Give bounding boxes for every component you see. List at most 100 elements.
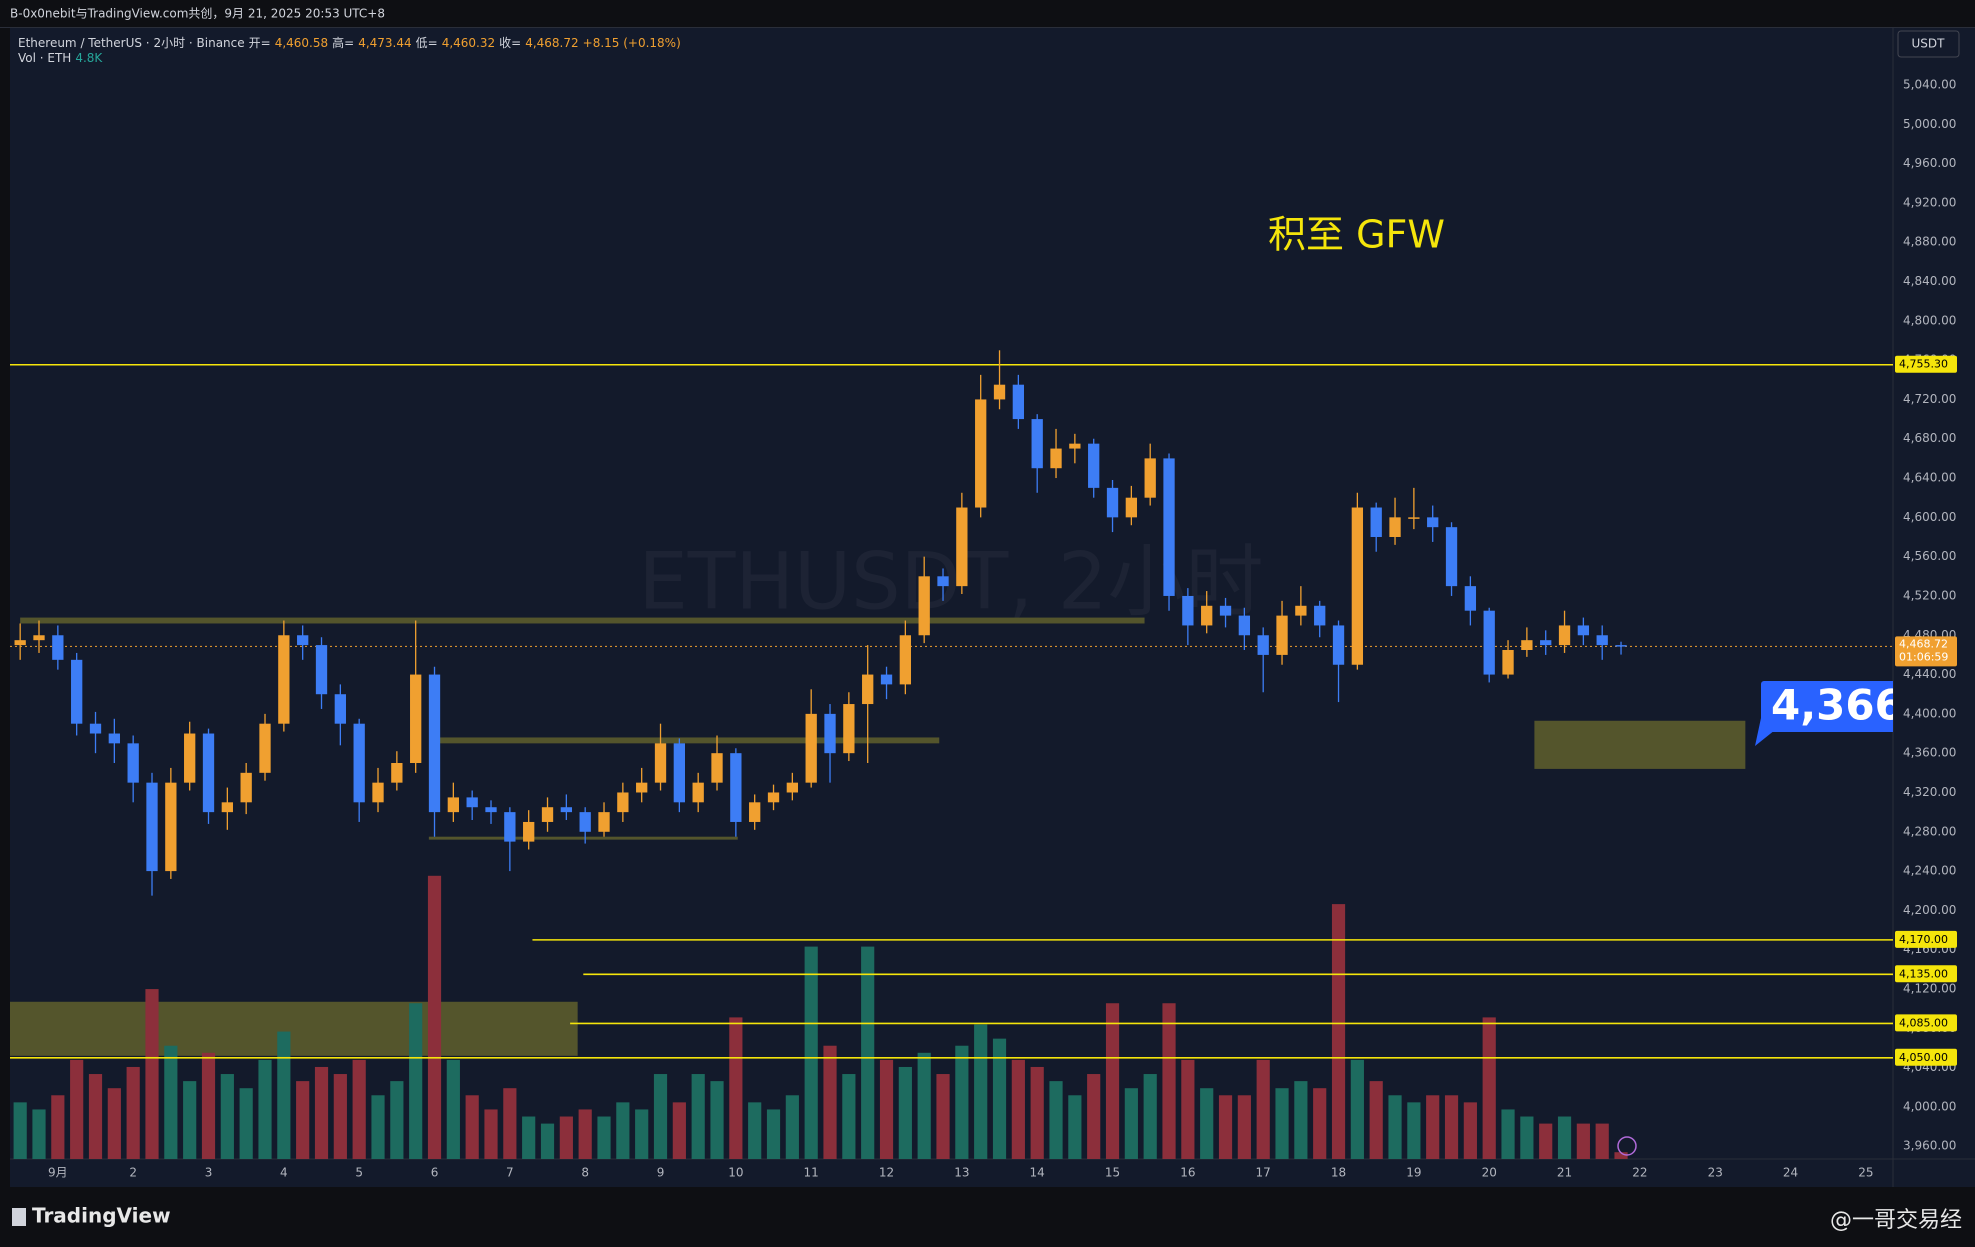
volume-bar	[465, 1095, 479, 1159]
volume-bar	[1200, 1088, 1214, 1159]
volume-bar	[842, 1074, 856, 1159]
volume-bar	[1143, 1074, 1157, 1159]
volume-header: Vol · ETH 4.8K	[18, 51, 102, 65]
candle-body	[1201, 605, 1213, 626]
candle-body	[391, 763, 403, 783]
volume-bar	[955, 1045, 969, 1159]
x-tick-label: 9	[657, 1166, 665, 1180]
candle-body	[1163, 458, 1175, 596]
x-tick-label: 14	[1030, 1166, 1045, 1180]
lightning-icon[interactable]	[1617, 1136, 1637, 1156]
candle-body	[1351, 507, 1364, 665]
volume-bar	[1218, 1095, 1233, 1159]
zone	[432, 737, 940, 744]
low-label: 低=	[415, 36, 438, 50]
volume-bar	[1162, 1003, 1176, 1159]
candle-body	[1182, 595, 1194, 626]
candle-body	[880, 674, 893, 685]
volume-bar	[1614, 1152, 1628, 1159]
x-tick-label: 6	[431, 1166, 439, 1180]
x-tick-label: 21	[1557, 1166, 1572, 1180]
footer: TradingView @一哥交易经	[12, 1204, 1962, 1233]
level-label: 4,170.00	[1899, 933, 1948, 946]
level-label: 4,085.00	[1899, 1016, 1948, 1029]
candle-body	[1012, 384, 1025, 420]
candle-body	[1558, 625, 1571, 646]
x-tick-label: 16	[1180, 1166, 1195, 1180]
x-tick-label: 20	[1482, 1166, 1497, 1180]
volume-bar	[1049, 1081, 1063, 1159]
volume-bar	[1350, 1059, 1364, 1159]
x-tick-label: 9月	[48, 1166, 68, 1180]
candle-body	[240, 772, 252, 803]
volume-bar	[1539, 1123, 1553, 1159]
y-tick-label: 4,200.00	[1903, 903, 1956, 917]
zone	[10, 1001, 578, 1056]
volume-bar	[785, 1095, 799, 1159]
last-price-label: 4,468.72	[1899, 637, 1948, 650]
last-price-box	[1895, 636, 1957, 667]
candle-body	[523, 821, 535, 842]
candle-body	[410, 674, 422, 764]
candle-body	[918, 576, 930, 636]
symbol-watermark: ETHUSDT, 2小时	[638, 537, 1263, 627]
volume-bar	[1501, 1109, 1515, 1159]
candle-body	[1445, 527, 1458, 587]
volume-bar	[861, 946, 875, 1159]
x-tick-label: 17	[1256, 1166, 1271, 1180]
open-label: 开=	[248, 36, 271, 50]
volume-bar	[1294, 1081, 1308, 1159]
candle-body	[956, 507, 968, 587]
candle-body	[1521, 640, 1533, 651]
candle-body	[1540, 640, 1552, 646]
volume-bar	[1557, 1116, 1572, 1159]
volume-bar	[748, 1102, 762, 1159]
x-tick-label: 2	[129, 1166, 137, 1180]
currency-label: USDT	[1912, 37, 1946, 51]
volume-bar	[1181, 1059, 1195, 1159]
y-tick-label: 3,960.00	[1903, 1139, 1956, 1153]
candle-body	[1483, 610, 1495, 675]
candle-body	[278, 635, 290, 724]
candle-body	[1427, 517, 1439, 528]
countdown: 01:06:59	[1899, 650, 1948, 663]
annotation: 积至 GFW	[1268, 213, 1445, 257]
candle-body	[1464, 586, 1477, 611]
volume-bar	[1105, 1003, 1120, 1159]
volume-bar	[992, 1038, 1007, 1159]
x-tick-label: 10	[728, 1166, 743, 1180]
y-tick-label: 4,400.00	[1903, 706, 1956, 720]
top-bar-text: B-0x0nebit与TradingView.com共创，9月 21, 2025…	[10, 7, 385, 21]
candle-body	[71, 659, 83, 724]
zone	[428, 836, 738, 840]
low: 4,460.32	[441, 35, 496, 50]
candle-body	[1219, 605, 1232, 616]
candle-body	[843, 704, 855, 754]
y-tick-label: 4,600.00	[1903, 510, 1956, 524]
volume-bar	[597, 1116, 611, 1159]
candle-body	[504, 812, 516, 842]
candle-body	[372, 782, 384, 803]
y-tick-label: 4,560.00	[1903, 549, 1956, 563]
candle-body	[636, 782, 648, 793]
x-tick-label: 7	[506, 1166, 514, 1180]
candle-body	[786, 782, 799, 793]
volume-bar	[1331, 904, 1346, 1159]
volume-bar	[1520, 1116, 1534, 1159]
candle-body	[1144, 458, 1156, 498]
volume-bar	[936, 1074, 950, 1159]
volume-bar	[635, 1109, 649, 1159]
volume-bar	[974, 1024, 988, 1159]
volume-bar	[1087, 1074, 1101, 1159]
plot-background	[10, 28, 1893, 1159]
candle-body	[730, 753, 742, 822]
y-tick-label: 4,520.00	[1903, 588, 1956, 602]
volume-bar	[653, 1074, 668, 1159]
candle-body	[184, 733, 196, 783]
x-tick-label: 24	[1783, 1166, 1798, 1180]
y-tick-label: 5,000.00	[1903, 117, 1956, 131]
candle-body	[165, 782, 177, 872]
x-tick-label: 11	[804, 1166, 819, 1180]
candle-body	[1238, 615, 1251, 636]
